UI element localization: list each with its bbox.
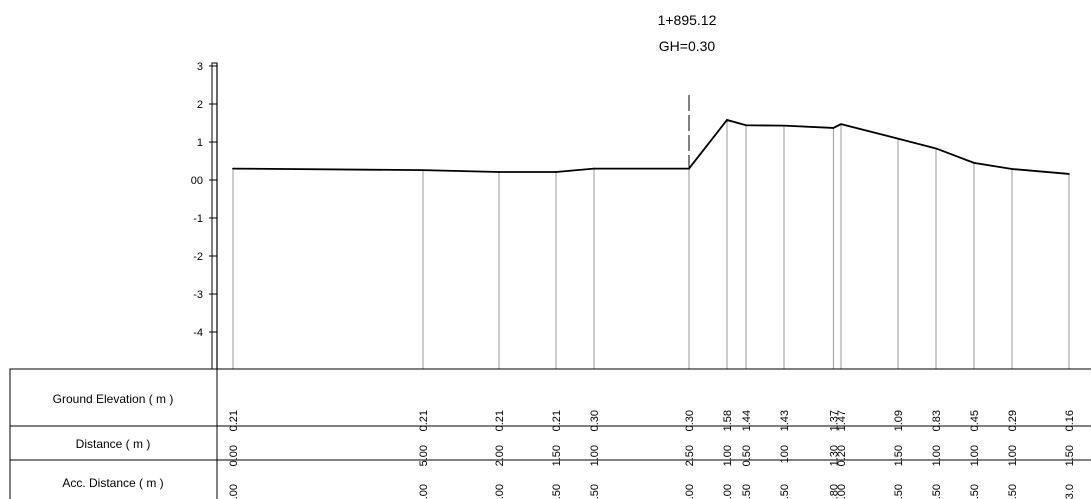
ground-elevation-value: 0.21 bbox=[418, 410, 430, 431]
ground-elevation-value: 1.47 bbox=[836, 410, 848, 431]
distance-value: 0.50 bbox=[741, 445, 753, 466]
profile-point bbox=[840, 123, 842, 125]
y-tick-label: -2 bbox=[193, 251, 203, 263]
acc-distance-value: 13.50 bbox=[741, 484, 753, 499]
acc-distance-value: 12.00 bbox=[684, 484, 696, 499]
distance-value: 1.00 bbox=[931, 445, 943, 466]
ground-elevation-value: 0.83 bbox=[931, 410, 943, 431]
profile-point bbox=[688, 167, 690, 170]
acc-distance-value: 17.50 bbox=[893, 484, 905, 499]
ground-elevation-value: 0.30 bbox=[684, 410, 696, 431]
profile-point bbox=[832, 127, 835, 129]
ground-elevation-value: 1.43 bbox=[779, 410, 791, 431]
y-tick-label: 1 bbox=[197, 137, 203, 149]
distance-value: 0.20 bbox=[836, 445, 848, 466]
station-ground-height: GH=0.30 bbox=[658, 38, 716, 54]
row-label-acc-distance: Acc. Distance ( m ) bbox=[62, 476, 164, 490]
station-chainage: 1+895.12 bbox=[657, 12, 717, 28]
distance-value: 2.00 bbox=[494, 445, 506, 466]
distance-value: 1.00 bbox=[722, 445, 734, 466]
ground-elevation-value: 0.21 bbox=[494, 410, 506, 431]
profile-point bbox=[726, 119, 728, 121]
acc-distance-value: 20.50 bbox=[1007, 484, 1019, 499]
acc-distance-value: 14.50 bbox=[779, 484, 791, 499]
y-axis-ticks: 3 2 1 00 -1 -2 -3 -4 bbox=[191, 61, 217, 339]
profile-point bbox=[973, 162, 975, 164]
distance-value: 1.00 bbox=[969, 445, 981, 466]
profile-point bbox=[745, 124, 747, 127]
profile-point bbox=[422, 169, 424, 171]
acc-distance-value: 5.00 bbox=[418, 484, 430, 499]
ground-profile bbox=[232, 118, 1070, 175]
y-tick-label: -4 bbox=[193, 327, 203, 339]
distance-value: 1.00 bbox=[1007, 445, 1019, 466]
ground-elevation-value: 0.29 bbox=[1007, 410, 1019, 431]
distance-value: 100 bbox=[779, 445, 791, 463]
acc-distance-value: 19.50 bbox=[969, 484, 981, 499]
profile-point bbox=[232, 167, 234, 170]
acc-distance-value: 0.00 bbox=[228, 484, 240, 499]
y-tick-label: -3 bbox=[193, 289, 203, 301]
ground-elevation-value: 1.37 bbox=[828, 410, 840, 431]
profile-point bbox=[593, 167, 595, 170]
distance-value: 1.00 bbox=[589, 445, 601, 466]
acc-distance-value: 9.50 bbox=[589, 484, 601, 499]
ground-elevation-value: 1.58 bbox=[722, 410, 734, 431]
ground-elevation-value: 0.16 bbox=[1064, 410, 1076, 431]
y-tick-label: 3 bbox=[197, 61, 203, 73]
profile-point bbox=[1011, 168, 1013, 170]
profile-point bbox=[935, 147, 937, 150]
acc-distance-value: 16.00 bbox=[836, 484, 848, 499]
distance-value: 2.50 bbox=[684, 445, 696, 466]
table-frame bbox=[9, 368, 1091, 499]
scale-bar-outline bbox=[211, 62, 218, 370]
elevation-scale-bar bbox=[211, 62, 218, 370]
y-tick-label: -1 bbox=[193, 213, 203, 225]
ground-line bbox=[232, 118, 1070, 175]
ground-elevation-value: 0.21 bbox=[228, 410, 240, 431]
ground-elevation-value: 0.30 bbox=[589, 410, 601, 431]
acc-distance-value: 13.00 bbox=[722, 484, 734, 499]
profile-verticals bbox=[232, 119, 1070, 369]
profile-point bbox=[1068, 173, 1070, 175]
profile-point bbox=[498, 171, 500, 173]
ground-elevation-value: 0.21 bbox=[551, 410, 563, 431]
acc-distance-value: 23.0 bbox=[1064, 484, 1076, 499]
distance-value: 1.30 bbox=[828, 445, 840, 466]
table-values: 0.21 0.00 0.00 0.21 5.00 5.00 0.21 2.00 7.00 0.21… bbox=[228, 410, 1076, 499]
distance-value: 0.00 bbox=[228, 445, 240, 466]
data-table bbox=[9, 368, 1091, 499]
y-tick-label: 2 bbox=[197, 99, 203, 111]
distance-value: 5.00 bbox=[418, 445, 430, 466]
profile-point bbox=[783, 124, 785, 127]
acc-distance-value: 18.50 bbox=[931, 484, 943, 499]
ground-elevation-value: 1.09 bbox=[893, 410, 905, 431]
ground-elevation-value: 1.44 bbox=[741, 410, 753, 431]
profile-point bbox=[555, 171, 557, 173]
distance-value: 1.50 bbox=[1064, 445, 1076, 466]
acc-distance-value: 7.00 bbox=[494, 484, 506, 499]
ground-elevation-value: 0.45 bbox=[969, 410, 981, 431]
distance-value: 1.50 bbox=[893, 445, 905, 466]
acc-distance-value: 8.50 bbox=[551, 484, 563, 499]
distance-value: 1.50 bbox=[551, 445, 563, 466]
y-tick-label: 00 bbox=[191, 175, 203, 187]
row-label-ground-elevation: Ground Elevation ( m ) bbox=[52, 392, 174, 406]
acc-distance-value: 15.80 bbox=[828, 484, 840, 499]
profile-point bbox=[897, 137, 899, 140]
row-label-distance: Distance ( m ) bbox=[75, 437, 151, 451]
